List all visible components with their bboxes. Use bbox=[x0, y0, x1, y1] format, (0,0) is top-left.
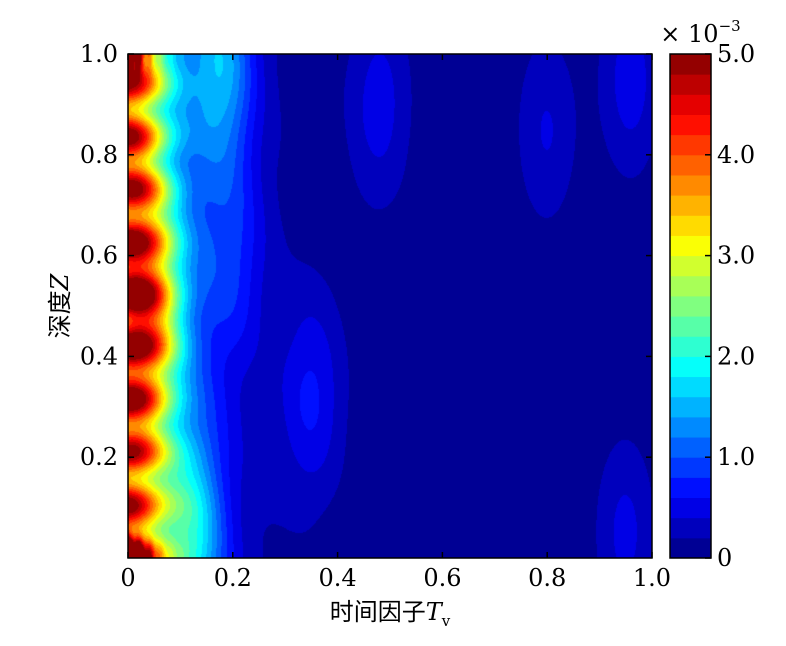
y-tick-label: 0.8 bbox=[80, 141, 118, 169]
colorbar-level bbox=[670, 195, 711, 216]
colorbar-level bbox=[670, 336, 711, 357]
y-tick-label: 1.0 bbox=[80, 40, 118, 68]
colorbar-level bbox=[670, 316, 711, 337]
y-axis: 0.2 0.4 0.6 0.8 1.0 bbox=[80, 40, 652, 471]
colorbar-level bbox=[670, 477, 711, 499]
x-tick-label: 0 bbox=[120, 564, 135, 592]
colorbar-tick-label: 3.0 bbox=[717, 242, 755, 270]
x-axis-label: 时间因子Tv bbox=[330, 598, 451, 630]
colorbar-tick-label: 0 bbox=[717, 544, 732, 572]
colorbar-level bbox=[670, 235, 711, 257]
colorbar-level bbox=[670, 74, 711, 95]
colorbar-level bbox=[670, 376, 711, 398]
x-axis: 0 0.2 0.4 0.6 0.8 1.0 bbox=[120, 54, 671, 592]
colorbar-level bbox=[670, 255, 711, 277]
colorbar-tick-label: 1.0 bbox=[717, 443, 755, 471]
x-tick-label: 0.8 bbox=[528, 564, 566, 592]
colorbar-level bbox=[670, 134, 711, 156]
colorbar-frame bbox=[669, 53, 712, 559]
colorbar-level bbox=[670, 537, 711, 559]
colorbar-scale-label: × 10−3 bbox=[660, 17, 740, 48]
x-tick-label: 0.2 bbox=[214, 564, 252, 592]
colorbar-level bbox=[670, 54, 711, 75]
colorbar-level bbox=[670, 457, 711, 478]
colorbar-level bbox=[670, 154, 711, 176]
colorbar-level bbox=[670, 396, 711, 418]
y-tick-label: 0.2 bbox=[80, 443, 118, 471]
colorbar-tick-label: 4.0 bbox=[717, 141, 755, 169]
colorbar-level bbox=[670, 437, 711, 458]
colorbar-level bbox=[670, 416, 711, 438]
y-axis-label: 深度Z bbox=[46, 272, 74, 338]
colorbar bbox=[670, 54, 711, 559]
colorbar-tick-label: 2.0 bbox=[717, 342, 755, 370]
colorbar-level bbox=[670, 114, 711, 136]
y-tick-label: 0.6 bbox=[80, 242, 118, 270]
x-tick-label: 1.0 bbox=[633, 564, 671, 592]
colorbar-level bbox=[670, 215, 711, 236]
colorbar-level bbox=[670, 295, 711, 317]
colorbar-level bbox=[670, 94, 711, 115]
colorbar-level bbox=[670, 275, 711, 297]
colorbar-ticks: 0 1.0 2.0 3.0 4.0 5.0 bbox=[705, 40, 755, 572]
colorbar-level bbox=[670, 174, 711, 196]
x-tick-label: 0.4 bbox=[319, 564, 357, 592]
plot-frame bbox=[127, 53, 653, 559]
contour-field bbox=[128, 54, 652, 558]
colorbar-level bbox=[670, 356, 711, 378]
colorbar-level bbox=[670, 497, 711, 519]
colorbar-tick-label: 5.0 bbox=[717, 40, 755, 68]
x-tick-label: 0.6 bbox=[423, 564, 461, 592]
y-tick-label: 0.4 bbox=[80, 342, 118, 370]
colorbar-level bbox=[670, 517, 711, 539]
contour-plot-area bbox=[128, 54, 652, 558]
